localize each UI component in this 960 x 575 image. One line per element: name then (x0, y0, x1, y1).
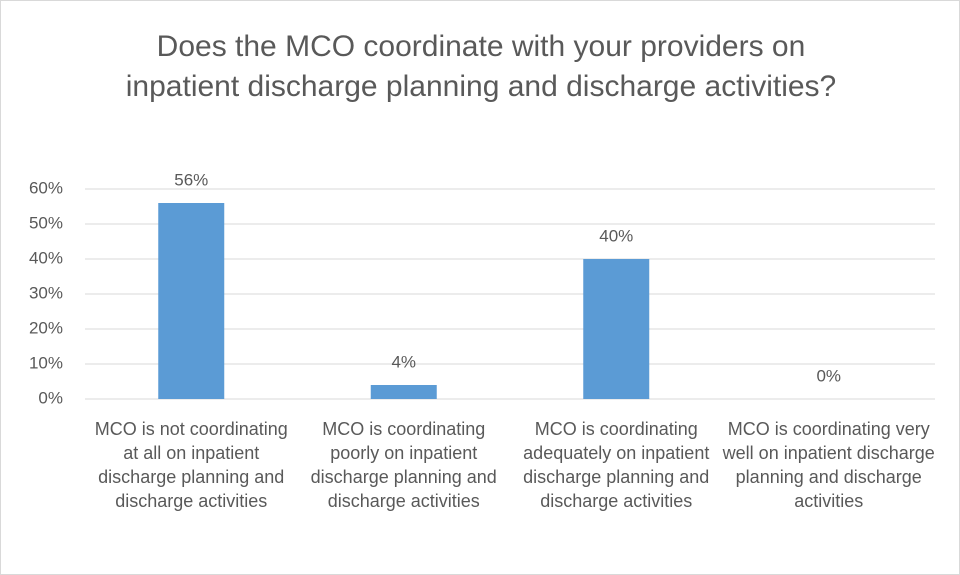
data-label: 56% (174, 170, 208, 189)
y-tick-label: 60% (29, 178, 63, 197)
data-label: 40% (599, 226, 633, 245)
data-label: 0% (816, 366, 841, 385)
y-tick-label: 10% (29, 353, 63, 372)
bar (583, 259, 650, 399)
y-tick-label: 30% (29, 283, 63, 302)
x-tick-label: MCO is not coordinating at all on inpati… (94, 419, 288, 511)
data-label: 4% (391, 352, 416, 371)
bar (370, 385, 437, 399)
y-tick-label: 40% (29, 248, 63, 267)
y-tick-label: 20% (29, 318, 63, 337)
y-tick-label: 50% (29, 213, 63, 232)
x-tick-label: MCO is coordinating adequately on inpati… (523, 419, 710, 511)
bar (158, 203, 225, 399)
x-tick-label: MCO is coordinating very well on inpatie… (722, 419, 935, 511)
y-tick-label: 0% (38, 388, 63, 407)
x-tick-label: MCO is coordinating poorly on inpatient … (310, 419, 497, 511)
chart-title: Does the MCO coordinate with your provid… (125, 30, 837, 103)
